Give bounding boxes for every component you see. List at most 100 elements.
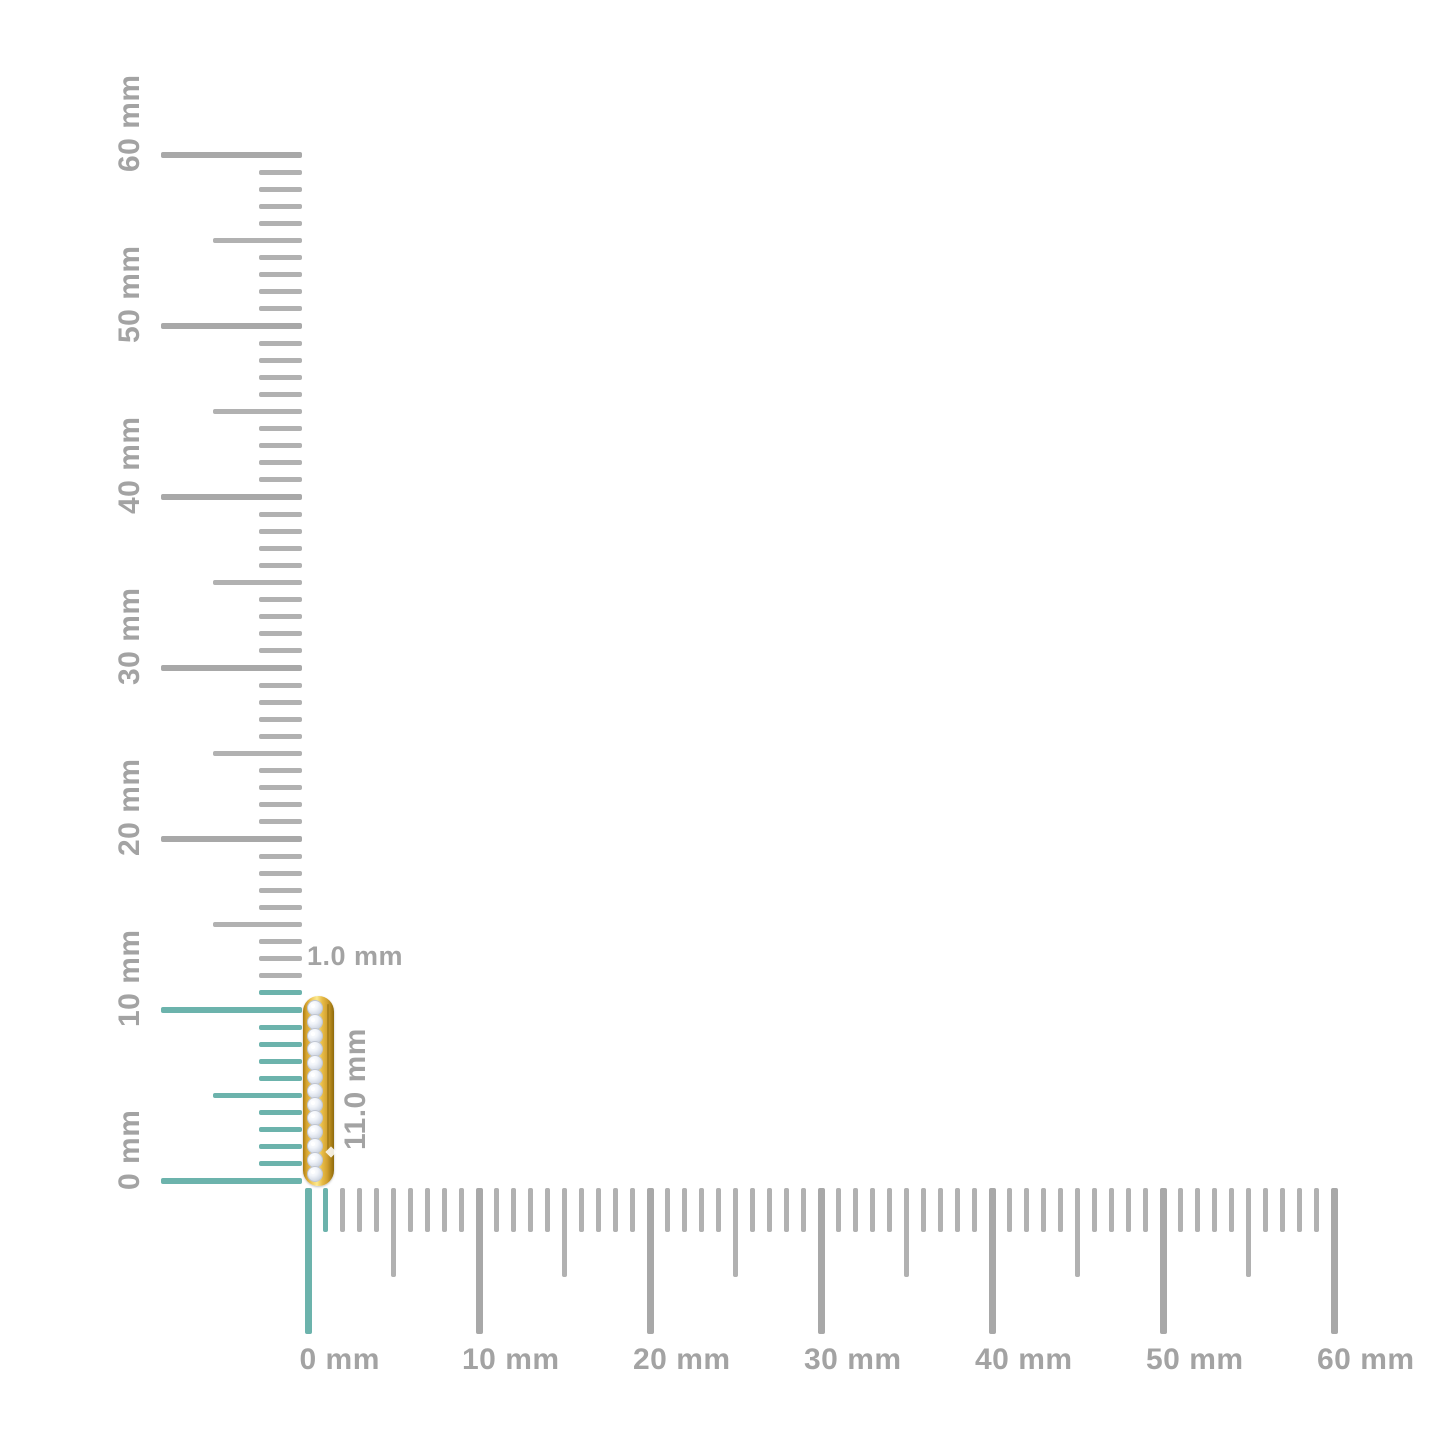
- diamond-stone: [307, 1041, 323, 1058]
- vertical-ruler-tick-21mm: [259, 819, 302, 825]
- horizontal-ruler-tick-32mm: [852, 1188, 858, 1232]
- horizontal-ruler-tick-54mm: [1228, 1188, 1234, 1232]
- horizontal-ruler-tick-5mm: [391, 1188, 396, 1277]
- horizontal-ruler-tick-45mm: [1075, 1188, 1080, 1277]
- vertical-ruler-tick-17mm: [259, 887, 302, 893]
- vertical-ruler-tick-13mm: [259, 956, 302, 962]
- vertical-ruler-tick-5mm: [213, 1093, 302, 1098]
- horizontal-ruler-tick-9mm: [459, 1188, 465, 1232]
- vertical-ruler-tick-36mm: [259, 562, 302, 568]
- vertical-ruler-tick-1mm: [259, 1161, 302, 1167]
- horizontal-ruler-tick-33mm: [869, 1188, 875, 1232]
- vertical-ruler-tick-41mm: [259, 477, 302, 483]
- diamond-stone: [307, 1013, 323, 1030]
- vertical-ruler-tick-35mm: [213, 580, 302, 585]
- horizontal-ruler-tick-16mm: [579, 1188, 585, 1232]
- vertical-ruler-tick-18mm: [259, 870, 302, 876]
- vertical-ruler-tick-54mm: [259, 255, 302, 261]
- horizontal-ruler-tick-10mm: [475, 1188, 483, 1334]
- diamond-stone: [307, 1165, 323, 1182]
- vertical-ruler-tick-31mm: [259, 648, 302, 654]
- horizontal-ruler-tick-59mm: [1314, 1188, 1320, 1232]
- horizontal-ruler-tick-6mm: [408, 1188, 414, 1232]
- horizontal-ruler-tick-60mm: [1330, 1188, 1338, 1334]
- horizontal-ruler-label-20mm: 20 mm: [633, 1343, 731, 1376]
- vertical-ruler-tick-44mm: [259, 426, 302, 432]
- vertical-ruler-tick-43mm: [259, 443, 302, 449]
- vertical-ruler-tick-42mm: [259, 460, 302, 466]
- vertical-ruler-tick-6mm: [259, 1075, 302, 1081]
- vertical-ruler-tick-46mm: [259, 391, 302, 397]
- horizontal-ruler-label-50mm: 50 mm: [1146, 1343, 1244, 1376]
- vertical-ruler-tick-24mm: [259, 768, 302, 774]
- horizontal-ruler-tick-11mm: [493, 1188, 499, 1232]
- vertical-ruler-tick-14mm: [259, 939, 302, 945]
- diamond-stone: [307, 1055, 323, 1072]
- horizontal-ruler-tick-47mm: [1109, 1188, 1115, 1232]
- vertical-ruler-tick-32mm: [259, 631, 302, 637]
- ruler-label-text: 40 mm: [113, 416, 146, 514]
- horizontal-ruler-tick-55mm: [1246, 1188, 1251, 1277]
- vertical-ruler-tick-30mm: [161, 665, 302, 671]
- vertical-ruler-tick-33mm: [259, 614, 302, 620]
- vertical-ruler-tick-48mm: [259, 357, 302, 363]
- ruler-label-text: 0 mm: [113, 1109, 146, 1190]
- vertical-ruler-tick-55mm: [213, 238, 302, 243]
- vertical-ruler-tick-15mm: [213, 922, 302, 927]
- vertical-ruler-tick-45mm: [213, 409, 302, 414]
- horizontal-ruler-tick-50mm: [1159, 1188, 1167, 1334]
- vertical-ruler-tick-20mm: [161, 836, 302, 842]
- horizontal-ruler-tick-30mm: [817, 1188, 825, 1334]
- vertical-ruler-tick-51mm: [259, 306, 302, 312]
- vertical-ruler-tick-29mm: [259, 682, 302, 688]
- horizontal-ruler-tick-14mm: [544, 1188, 550, 1232]
- vertical-ruler-tick-2mm: [259, 1144, 302, 1150]
- horizontal-ruler-tick-48mm: [1126, 1188, 1132, 1232]
- width-measurement-label: 1.0 mm: [307, 941, 404, 971]
- horizontal-ruler-label-40mm: 40 mm: [975, 1343, 1073, 1376]
- vertical-ruler-tick-26mm: [259, 733, 302, 739]
- vertical-ruler-tick-47mm: [259, 374, 302, 380]
- ruler-label-text: 10 mm: [113, 929, 146, 1027]
- vertical-ruler-tick-9mm: [259, 1024, 302, 1030]
- horizontal-ruler-tick-38mm: [955, 1188, 961, 1232]
- horizontal-ruler-tick-44mm: [1057, 1188, 1063, 1232]
- vertical-ruler-tick-28mm: [259, 699, 302, 705]
- horizontal-ruler-tick-15mm: [562, 1188, 567, 1277]
- horizontal-ruler-tick-1mm: [322, 1188, 328, 1232]
- horizontal-ruler-tick-26mm: [750, 1188, 756, 1232]
- horizontal-ruler-tick-34mm: [886, 1188, 892, 1232]
- horizontal-ruler-tick-52mm: [1194, 1188, 1200, 1232]
- horizontal-ruler-tick-7mm: [425, 1188, 431, 1232]
- horizontal-ruler-tick-53mm: [1211, 1188, 1217, 1232]
- horizontal-ruler-label-60mm: 60 mm: [1317, 1343, 1415, 1376]
- vertical-ruler-tick-57mm: [259, 203, 302, 209]
- vertical-ruler-tick-58mm: [259, 186, 302, 192]
- horizontal-ruler-tick-56mm: [1263, 1188, 1269, 1232]
- vertical-ruler-tick-53mm: [259, 272, 302, 278]
- horizontal-ruler-tick-29mm: [801, 1188, 807, 1232]
- horizontal-ruler-tick-28mm: [784, 1188, 790, 1232]
- vertical-ruler-tick-3mm: [259, 1127, 302, 1133]
- horizontal-ruler-tick-42mm: [1023, 1188, 1029, 1232]
- vertical-ruler-tick-22mm: [259, 802, 302, 808]
- horizontal-ruler-tick-8mm: [442, 1188, 448, 1232]
- vertical-ruler-tick-4mm: [259, 1110, 302, 1116]
- horizontal-ruler-tick-18mm: [613, 1188, 619, 1232]
- ruler-label-text: 50 mm: [113, 245, 146, 343]
- vertical-ruler-tick-40mm: [161, 494, 302, 500]
- horizontal-ruler-tick-4mm: [373, 1188, 379, 1232]
- vertical-ruler-tick-59mm: [259, 169, 302, 175]
- horizontal-ruler-tick-35mm: [904, 1188, 909, 1277]
- horizontal-ruler-label-0mm: 0 mm: [299, 1343, 380, 1376]
- horizontal-ruler-label-30mm: 30 mm: [804, 1343, 902, 1376]
- vertical-ruler-tick-0mm: [161, 1178, 302, 1184]
- horizontal-ruler-tick-24mm: [715, 1188, 721, 1232]
- vertical-ruler-tick-37mm: [259, 545, 302, 551]
- horizontal-ruler-tick-39mm: [972, 1188, 978, 1232]
- horizontal-ruler-tick-49mm: [1143, 1188, 1149, 1232]
- horizontal-ruler-tick-17mm: [596, 1188, 602, 1232]
- vertical-ruler-tick-38mm: [259, 528, 302, 534]
- horizontal-ruler-tick-37mm: [938, 1188, 944, 1232]
- horizontal-ruler-tick-12mm: [510, 1188, 516, 1232]
